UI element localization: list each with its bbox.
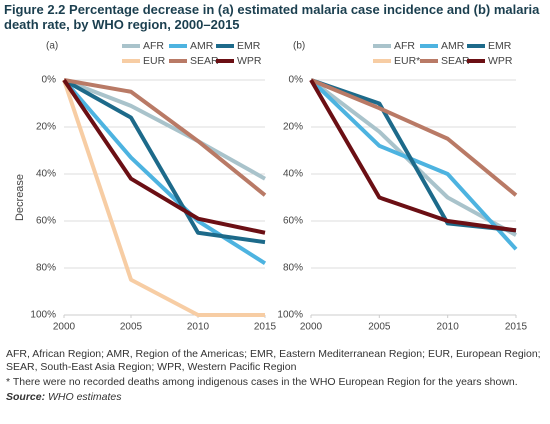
series-line (63, 78, 266, 181)
y-tick-label: 20% (283, 122, 303, 133)
y-tick-label: 40% (283, 169, 303, 180)
legend-label: WPR (488, 55, 513, 67)
legend-label: WPR (237, 55, 262, 67)
legend-label: EMR (488, 40, 512, 52)
x-tick-label: 2005 (368, 322, 391, 333)
series-line (62, 78, 266, 235)
y-tick-label: 40% (36, 169, 56, 180)
legend-label: AFR (143, 40, 164, 52)
x-tick-label: 2015 (254, 322, 277, 333)
series-line (309, 78, 517, 233)
x-tick-label: 2010 (437, 322, 460, 333)
notes: AFR, African Region; AMR, Region of the … (6, 348, 546, 406)
x-tick-label: 2005 (120, 322, 143, 333)
legend-label: SEAR (190, 55, 219, 67)
legend-label: EMR (237, 40, 261, 52)
panel-label: (b) (293, 41, 305, 52)
source-text: WHO estimates (48, 391, 122, 403)
source-label: Source: (6, 391, 46, 403)
legend-label: AMR (190, 40, 214, 52)
series-line (62, 79, 265, 317)
x-tick-label: 2000 (53, 322, 76, 333)
figure-title: Figure 2.2 Percentage decrease in (a) es… (4, 2, 540, 32)
panel-label: (a) (46, 41, 58, 52)
y-tick-label: 60% (283, 216, 303, 227)
y-tick-label: 0% (289, 75, 304, 86)
series-line (310, 78, 518, 197)
legend-label: EUR (143, 55, 166, 67)
y-tick-label: 80% (36, 263, 56, 274)
legend-label: AFR (394, 40, 415, 52)
y-tick-label: 0% (42, 75, 57, 86)
series-line (63, 78, 267, 197)
y-axis-label: Decrease (14, 174, 26, 221)
y-tick-label: 20% (36, 122, 56, 133)
y-tick-label: 60% (36, 216, 56, 227)
x-tick-label: 2010 (187, 322, 210, 333)
abbreviations-note: AFR, African Region; AMR, Region of the … (6, 348, 541, 373)
series-line (309, 78, 517, 237)
legend-label: AMR (441, 40, 465, 52)
footnote: * There were no recorded deaths among in… (6, 376, 518, 388)
series-line (63, 78, 266, 245)
y-tick-label: 80% (283, 263, 303, 274)
x-tick-label: 2015 (505, 322, 528, 333)
legend-label: EUR* (394, 55, 420, 67)
y-tick-label: 100% (277, 310, 303, 321)
x-tick-label: 2000 (300, 322, 323, 333)
legend-label: SEAR (441, 55, 470, 67)
source: Source: WHO estimates (6, 391, 546, 404)
series-line (62, 78, 267, 265)
y-tick-label: 100% (30, 310, 56, 321)
